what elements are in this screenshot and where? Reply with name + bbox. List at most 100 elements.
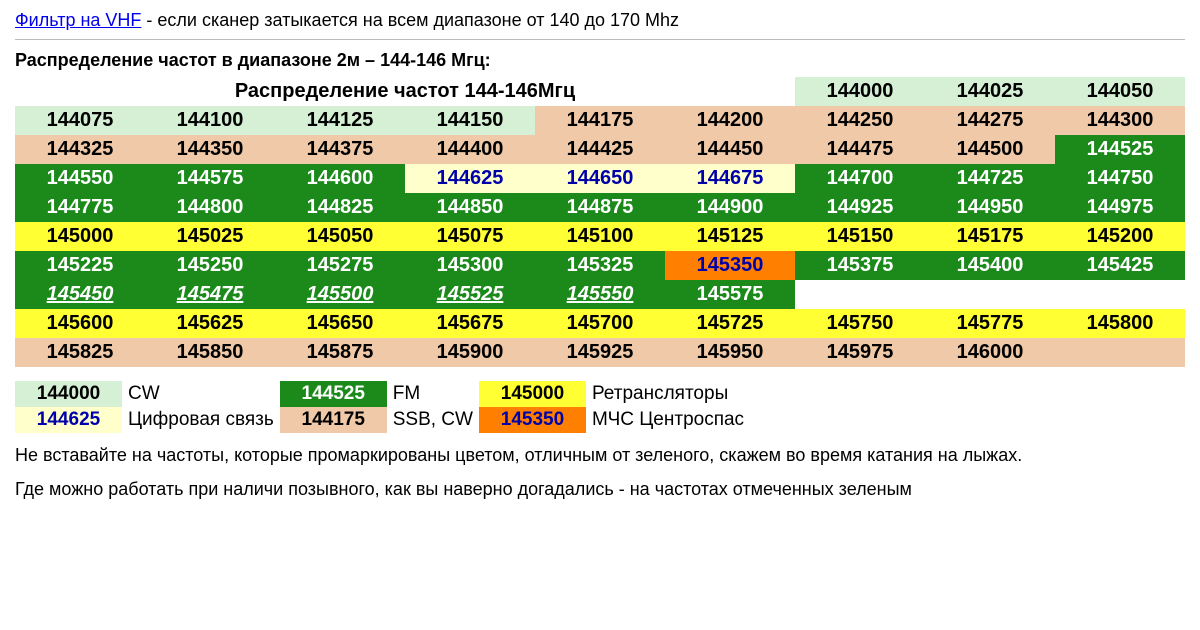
freq-cell: 145550 <box>535 280 665 309</box>
freq-cell: 144925 <box>795 193 925 222</box>
legend-label: SSB, CW <box>387 407 479 433</box>
freq-cell: 145000 <box>15 222 145 251</box>
freq-cell: 145625 <box>145 309 275 338</box>
freq-cell: 144800 <box>145 193 275 222</box>
freq-cell: 144050 <box>1055 77 1185 106</box>
freq-cell: 145525 <box>405 280 535 309</box>
freq-cell: 145650 <box>275 309 405 338</box>
legend: 144000CW144525FM145000Ретрансляторы14462… <box>15 381 1185 433</box>
freq-cell: 144600 <box>275 164 405 193</box>
freq-cell: 144475 <box>795 135 925 164</box>
vhf-filter-link[interactable]: Фильтр на VHF <box>15 10 141 30</box>
freq-cell: 145825 <box>15 338 145 367</box>
freq-cell: 145175 <box>925 222 1055 251</box>
freq-cell: 144275 <box>925 106 1055 135</box>
freq-cell: 145750 <box>795 309 925 338</box>
legend-swatch: 145000 <box>479 381 586 407</box>
freq-cell <box>925 280 1055 309</box>
freq-cell: 144500 <box>925 135 1055 164</box>
freq-cell: 144725 <box>925 164 1055 193</box>
freq-cell: 145250 <box>145 251 275 280</box>
table-row: Распределение частот 144-146Мгц144000144… <box>15 77 1185 106</box>
legend-row: 144625Цифровая связь144175SSB, CW145350М… <box>15 407 750 433</box>
freq-cell: 145475 <box>145 280 275 309</box>
freq-cell <box>1055 338 1185 367</box>
table-row: 1440751441001441251441501441751442001442… <box>15 106 1185 135</box>
freq-cell: 145275 <box>275 251 405 280</box>
freq-cell: 144550 <box>15 164 145 193</box>
freq-cell: 145200 <box>1055 222 1185 251</box>
freq-cell: 144400 <box>405 135 535 164</box>
legend-table: 144000CW144525FM145000Ретрансляторы14462… <box>15 381 750 433</box>
freq-cell: 144000 <box>795 77 925 106</box>
freq-cell: 144175 <box>535 106 665 135</box>
freq-cell: 145050 <box>275 222 405 251</box>
freq-cell: 144850 <box>405 193 535 222</box>
freq-cell: 145375 <box>795 251 925 280</box>
freq-cell: 145075 <box>405 222 535 251</box>
freq-cell: 145600 <box>15 309 145 338</box>
freq-cell <box>1055 280 1185 309</box>
freq-cell: 144025 <box>925 77 1055 106</box>
frequency-table: Распределение частот 144-146Мгц144000144… <box>15 77 1185 367</box>
freq-cell: 144150 <box>405 106 535 135</box>
legend-swatch: 144525 <box>280 381 387 407</box>
freq-cell: 144375 <box>275 135 405 164</box>
freq-cell: 145975 <box>795 338 925 367</box>
freq-cell: 144625 <box>405 164 535 193</box>
freq-cell: 145700 <box>535 309 665 338</box>
freq-cell: 145125 <box>665 222 795 251</box>
divider <box>15 39 1185 40</box>
freq-cell: 144575 <box>145 164 275 193</box>
legend-label: Ретрансляторы <box>586 381 750 407</box>
freq-cell: 144775 <box>15 193 145 222</box>
freq-cell: 144200 <box>665 106 795 135</box>
freq-cell: 145150 <box>795 222 925 251</box>
freq-cell: 144825 <box>275 193 405 222</box>
freq-cell: 144450 <box>665 135 795 164</box>
freq-cell: 144125 <box>275 106 405 135</box>
table-row: 1452251452501452751453001453251453501453… <box>15 251 1185 280</box>
legend-row: 144000CW144525FM145000Ретрансляторы <box>15 381 750 407</box>
freq-cell: 145925 <box>535 338 665 367</box>
note-1: Не вставайте на частоты, которые промарк… <box>15 443 1185 467</box>
freq-cell: 145225 <box>15 251 145 280</box>
freq-cell: 144875 <box>535 193 665 222</box>
freq-cell: 144975 <box>1055 193 1185 222</box>
intro-line: Фильтр на VHF - если сканер затыкается н… <box>15 10 1185 31</box>
legend-swatch: 145350 <box>479 407 586 433</box>
freq-cell: 145900 <box>405 338 535 367</box>
freq-cell: 145300 <box>405 251 535 280</box>
freq-cell: 144700 <box>795 164 925 193</box>
freq-cell: 145025 <box>145 222 275 251</box>
table-row: 1458251458501458751459001459251459501459… <box>15 338 1185 367</box>
freq-cell: 145725 <box>665 309 795 338</box>
freq-cell: 145850 <box>145 338 275 367</box>
freq-cell: 145950 <box>665 338 795 367</box>
freq-cell: 145425 <box>1055 251 1185 280</box>
freq-cell: 145875 <box>275 338 405 367</box>
table-row: 1445501445751446001446251446501446751447… <box>15 164 1185 193</box>
freq-cell: 145325 <box>535 251 665 280</box>
table-row: 1456001456251456501456751457001457251457… <box>15 309 1185 338</box>
freq-cell: 144750 <box>1055 164 1185 193</box>
legend-swatch: 144175 <box>280 407 387 433</box>
freq-cell: 144300 <box>1055 106 1185 135</box>
freq-cell: 144900 <box>665 193 795 222</box>
freq-cell <box>795 280 925 309</box>
freq-cell: 144100 <box>145 106 275 135</box>
legend-label: FM <box>387 381 479 407</box>
intro-tail: - если сканер затыкается на всем диапазо… <box>141 10 679 30</box>
freq-cell: 145800 <box>1055 309 1185 338</box>
freq-cell: 144950 <box>925 193 1055 222</box>
freq-cell: 145500 <box>275 280 405 309</box>
note-2: Где можно работать при наличи позывного,… <box>15 477 1185 501</box>
freq-cell: 145775 <box>925 309 1055 338</box>
table-title: Распределение частот 144-146Мгц <box>15 77 795 106</box>
freq-cell: 144675 <box>665 164 795 193</box>
legend-swatch: 144625 <box>15 407 122 433</box>
legend-label: Цифровая связь <box>122 407 280 433</box>
freq-cell: 145350 <box>665 251 795 280</box>
freq-cell: 144250 <box>795 106 925 135</box>
freq-cell: 144350 <box>145 135 275 164</box>
